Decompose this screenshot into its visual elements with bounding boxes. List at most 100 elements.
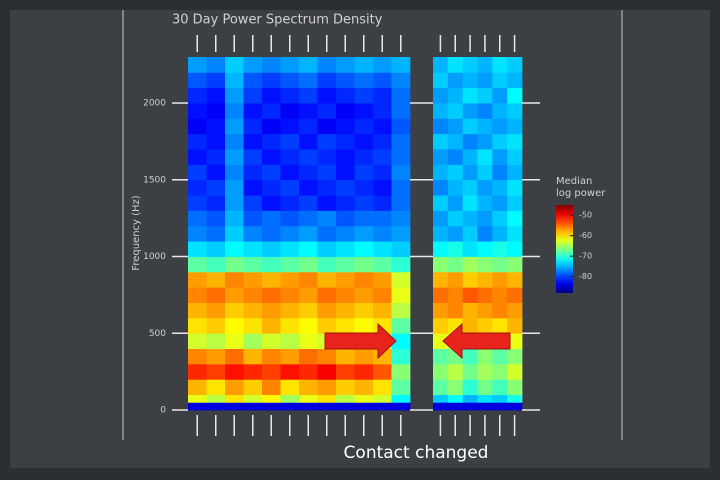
heat-cell xyxy=(317,118,337,135)
heat-cell xyxy=(317,195,337,211)
heat-cell xyxy=(354,225,374,242)
heat-cell xyxy=(243,164,263,181)
heat-cell xyxy=(477,57,493,73)
heat-cell xyxy=(492,195,508,211)
heat-cell xyxy=(299,149,318,165)
heat-cell xyxy=(262,87,281,104)
heat-cell xyxy=(225,72,244,89)
heat-cell xyxy=(462,317,478,334)
heat-cell xyxy=(243,241,263,257)
heat-cell xyxy=(317,302,337,319)
heat-cell xyxy=(206,57,226,73)
heat-cell xyxy=(206,225,226,242)
heat-cell xyxy=(225,402,244,411)
heat-cell xyxy=(225,241,244,257)
heat-cell xyxy=(243,394,263,403)
heat-cell xyxy=(243,87,263,104)
heat-cell xyxy=(188,363,207,380)
heat-cell xyxy=(433,287,449,303)
heat-cell xyxy=(433,394,449,403)
y-tick-label: 1500 xyxy=(143,175,166,185)
heat-cell xyxy=(299,210,318,227)
heat-cell xyxy=(317,256,337,273)
heat-cell xyxy=(262,317,281,334)
heat-cell xyxy=(492,302,508,319)
heat-cell xyxy=(280,287,300,303)
heat-cell xyxy=(336,133,355,150)
heat-cell xyxy=(262,241,281,257)
heat-cell xyxy=(433,210,449,227)
heat-cell xyxy=(477,394,493,403)
heat-cell xyxy=(299,103,318,119)
heat-cell xyxy=(299,363,318,380)
heat-cell xyxy=(391,103,411,119)
heat-cell xyxy=(477,210,493,227)
heat-cell xyxy=(373,363,392,380)
heat-cell xyxy=(462,164,478,181)
heat-cell xyxy=(477,348,493,365)
heat-cell xyxy=(477,87,493,104)
heat-cell xyxy=(433,118,449,135)
heat-cell xyxy=(262,256,281,273)
heat-cell xyxy=(433,179,449,196)
heat-cell xyxy=(462,348,478,365)
heat-cell xyxy=(317,164,337,181)
heat-cell xyxy=(262,348,281,365)
heat-cell xyxy=(477,225,493,242)
heat-cell xyxy=(188,103,207,119)
heat-cell xyxy=(462,379,478,396)
heat-cell xyxy=(262,333,281,350)
heat-cell xyxy=(391,241,411,257)
heat-cell xyxy=(188,333,207,350)
heat-cell xyxy=(354,57,374,73)
heat-cell xyxy=(188,287,207,303)
heat-cell xyxy=(206,348,226,365)
heat-cell xyxy=(354,402,374,411)
heat-cell xyxy=(206,103,226,119)
y-tick-label: 0 xyxy=(160,406,166,416)
colorbar xyxy=(556,205,573,293)
heat-cell xyxy=(225,149,244,165)
colorbar-title: log power xyxy=(556,188,606,199)
heat-cell xyxy=(262,179,281,196)
heat-cell xyxy=(492,149,508,165)
heat-cell xyxy=(477,164,493,181)
heat-cell xyxy=(492,179,508,196)
heat-cell xyxy=(391,287,411,303)
heat-cell xyxy=(447,241,464,257)
heat-cell xyxy=(354,87,374,104)
heat-cell xyxy=(354,271,374,288)
heat-cell xyxy=(225,317,244,334)
heat-cell xyxy=(188,394,207,403)
heat-cell xyxy=(462,287,478,303)
heat-cell xyxy=(317,402,337,411)
heat-cell xyxy=(477,179,493,196)
heat-cell xyxy=(336,210,355,227)
heat-cell xyxy=(477,271,493,288)
heat-cell xyxy=(477,103,493,119)
heat-cell xyxy=(280,195,300,211)
heat-cell xyxy=(206,271,226,288)
heat-cell xyxy=(391,149,411,165)
heat-cell xyxy=(477,195,493,211)
heat-cell xyxy=(492,287,508,303)
annotation: Contact changed xyxy=(344,443,489,463)
heat-cell xyxy=(262,164,281,181)
heat-cell xyxy=(243,103,263,119)
chart-title: 30 Day Power Spectrum Density xyxy=(172,13,383,28)
heat-cell xyxy=(373,57,392,73)
heat-cell xyxy=(299,333,318,350)
heat-cell xyxy=(507,333,523,350)
heat-cell xyxy=(507,379,523,396)
heat-cell xyxy=(336,241,355,257)
heat-cell xyxy=(243,363,263,380)
heat-cell xyxy=(280,149,300,165)
heat-cell xyxy=(188,302,207,319)
heat-cell xyxy=(354,133,374,150)
heat-cell xyxy=(354,195,374,211)
heat-cell xyxy=(243,179,263,196)
heat-cell xyxy=(462,149,478,165)
heat-cell xyxy=(391,256,411,273)
colorbar-tick-label: -50 xyxy=(579,211,592,220)
